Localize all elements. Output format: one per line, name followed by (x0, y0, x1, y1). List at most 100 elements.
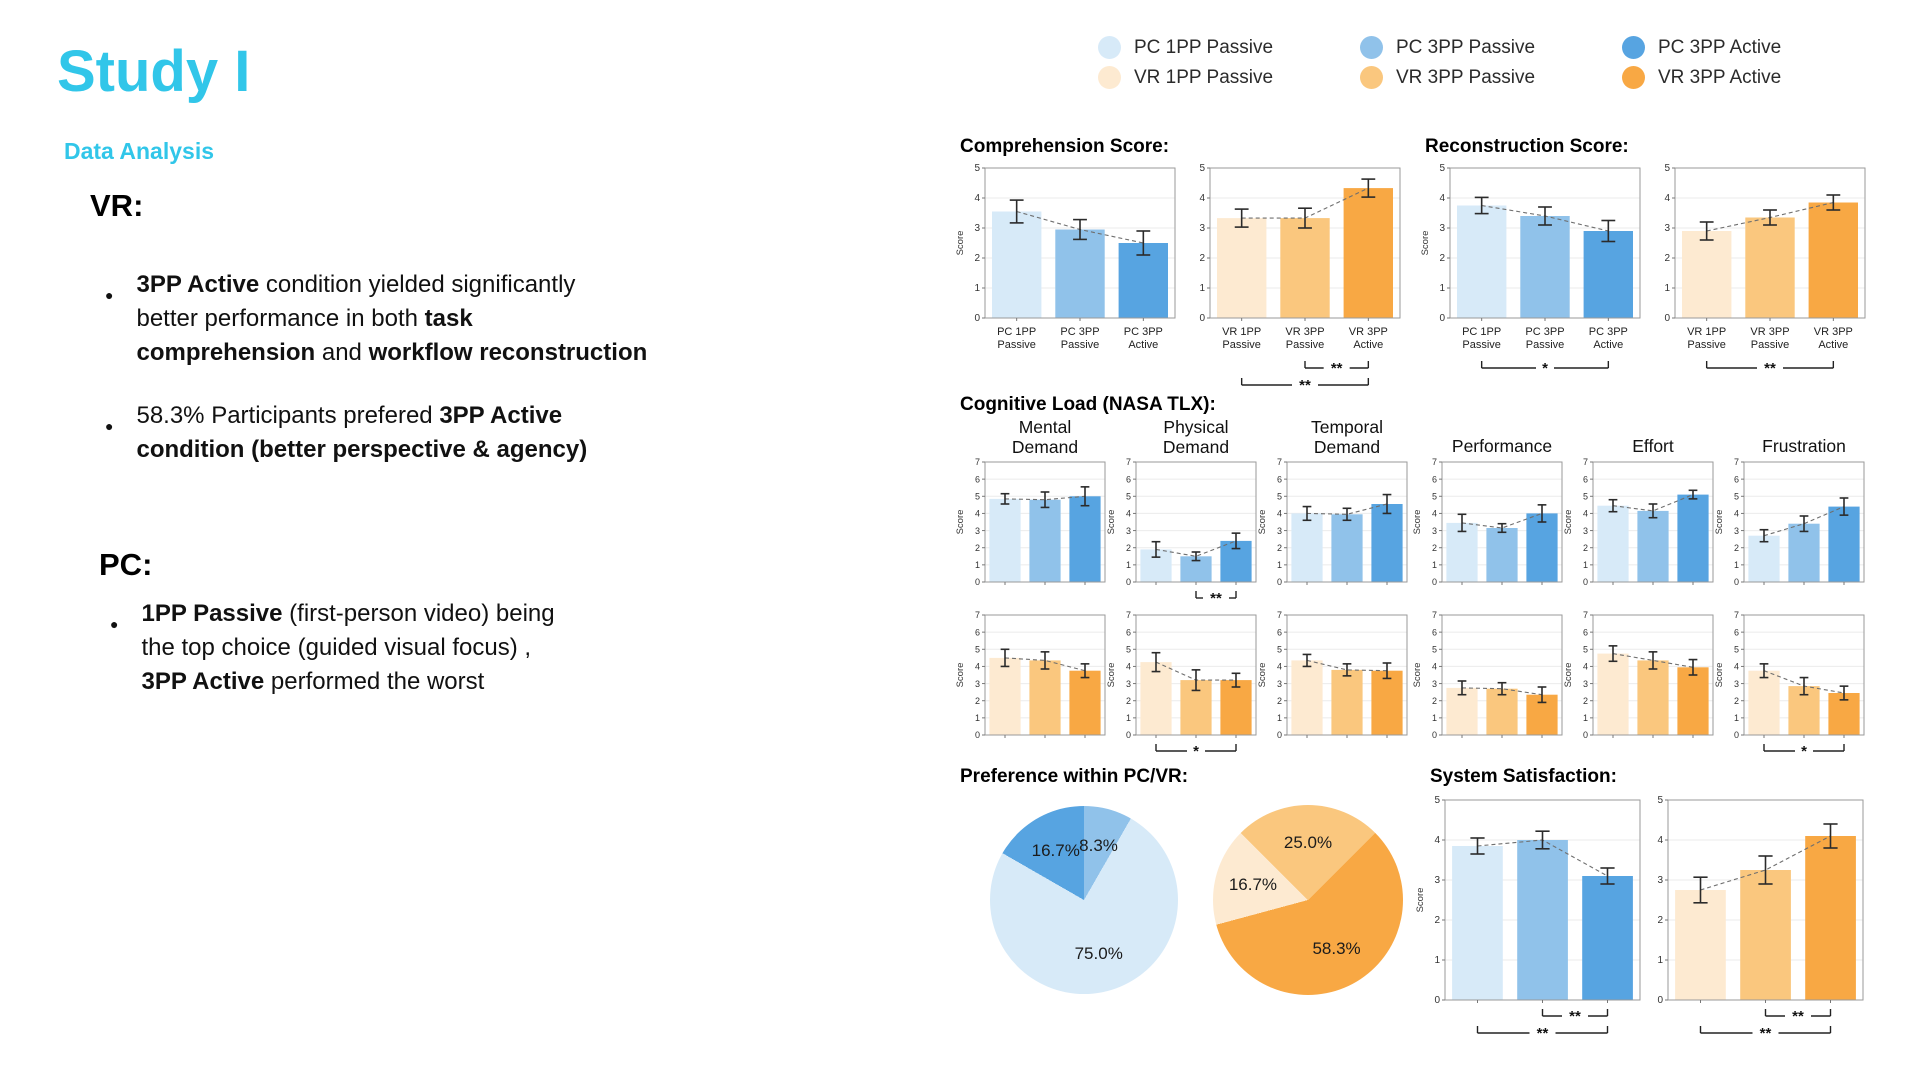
svg-text:2: 2 (1434, 915, 1440, 926)
svg-text:5: 5 (975, 645, 980, 655)
svg-text:0: 0 (1583, 577, 1588, 587)
chart-comprehension-vr: 0 1 2 3 4 5 VR 1PP Passive VR 3PP Passive VR 3PP Ac… (1180, 160, 1406, 399)
bullet-marker-icon: ● (105, 287, 114, 303)
svg-text:0: 0 (1734, 730, 1739, 740)
tlx-header-effort: Effort (1632, 436, 1674, 456)
bar (1029, 660, 1061, 735)
svg-text:7: 7 (1734, 457, 1739, 467)
legend-item: VR 3PP Active (1622, 66, 1884, 89)
bar (1055, 229, 1105, 318)
svg-text:2: 2 (1432, 696, 1437, 706)
svg-text:6: 6 (1432, 627, 1437, 637)
svg-text:VR 3PP: VR 3PP (1349, 326, 1388, 338)
bar (1808, 202, 1858, 318)
svg-text:4: 4 (1199, 193, 1205, 204)
legend-item: PC 3PP Passive (1360, 36, 1622, 59)
chart-tlx-vr-mental: 0 1 2 3 4 5 6 7 Score (955, 607, 1111, 754)
svg-text:1: 1 (1734, 713, 1739, 723)
svg-text:6: 6 (1126, 474, 1131, 484)
bar (1069, 670, 1101, 735)
svg-text:Score: Score (955, 663, 966, 688)
svg-text:4: 4 (1277, 509, 1282, 519)
svg-text:5: 5 (1583, 492, 1588, 502)
svg-text:Score: Score (1257, 510, 1268, 535)
bar-chart-svg: 0 1 2 3 4 5 6 7 Score (1563, 457, 1714, 587)
svg-text:2: 2 (1734, 696, 1739, 706)
bar (1331, 514, 1363, 582)
svg-text:PC 3PP: PC 3PP (1525, 326, 1564, 338)
svg-text:*: * (1193, 743, 1199, 760)
chart-reconstruction-pc: 0 1 2 3 4 5 Score PC 1PP Passive PC 3PP Passive PC … (1420, 160, 1646, 382)
svg-text:4: 4 (1664, 193, 1670, 204)
bar-chart-svg: 0 1 2 3 4 5 6 7 Score ** (1106, 457, 1257, 607)
svg-text:3: 3 (975, 679, 980, 689)
svg-text:7: 7 (1583, 457, 1588, 467)
legend-swatch-icon (1360, 36, 1383, 59)
bar (1677, 667, 1709, 735)
vr-section-heading: VR: (90, 188, 144, 223)
svg-text:2: 2 (1439, 253, 1445, 264)
svg-text:1: 1 (1126, 560, 1131, 570)
bar (1371, 504, 1403, 582)
legend-item: PC 1PP Passive (1098, 36, 1360, 59)
svg-text:**: ** (1792, 1008, 1804, 1025)
svg-text:PC 1PP: PC 1PP (1462, 326, 1501, 338)
chart-satisfaction-vr: 0 1 2 3 4 5 ** ** (1638, 792, 1869, 1053)
page-title: Study I (57, 39, 251, 104)
svg-text:2: 2 (974, 253, 980, 264)
bar (1457, 205, 1507, 318)
svg-text:*: * (1801, 743, 1807, 760)
svg-text:4: 4 (1734, 662, 1739, 672)
svg-text:Passive: Passive (1751, 339, 1790, 351)
svg-text:VR 1PP: VR 1PP (1687, 326, 1726, 338)
svg-text:2: 2 (975, 696, 980, 706)
svg-text:0: 0 (1277, 730, 1282, 740)
svg-text:7: 7 (975, 610, 980, 620)
bar (1526, 513, 1558, 582)
bar (1486, 688, 1518, 735)
bar (1217, 218, 1267, 318)
svg-text:0: 0 (1126, 730, 1131, 740)
pc-bullet-1: ● 1PP Passive (first-person video) being… (110, 597, 710, 699)
svg-text:4: 4 (1434, 835, 1440, 846)
bar-chart-svg: 0 1 2 3 4 5 Score ** ** (1415, 795, 1641, 1042)
legend-item: PC 3PP Active (1622, 36, 1884, 59)
chart-reconstruction-vr: 0 1 2 3 4 5 VR 1PP Passive VR 3PP Passive VR 3PP Ac… (1645, 160, 1871, 382)
svg-text:7: 7 (1583, 610, 1588, 620)
svg-text:5: 5 (1126, 645, 1131, 655)
svg-text:7: 7 (1126, 610, 1131, 620)
chart-tlx-pc-frustration: 0 1 2 3 4 5 6 7 Score (1714, 454, 1870, 601)
chart-tlx-vr-effort: 0 1 2 3 4 5 6 7 Score (1563, 607, 1719, 754)
bar (1597, 505, 1629, 582)
bar (1582, 876, 1633, 1000)
svg-text:PC 3PP: PC 3PP (1060, 326, 1099, 338)
svg-text:5: 5 (1434, 795, 1440, 806)
svg-text:6: 6 (1734, 474, 1739, 484)
svg-text:4: 4 (975, 662, 980, 672)
bar-chart-svg: 0 1 2 3 4 5 ** ** (1657, 795, 1864, 1042)
svg-text:1: 1 (1277, 713, 1282, 723)
bar (1517, 840, 1568, 1000)
bar (1675, 890, 1726, 1000)
svg-text:3: 3 (1126, 679, 1131, 689)
svg-text:Score: Score (955, 510, 966, 535)
chart-tlx-vr-physical: 0 1 2 3 4 5 6 7 Score * (1106, 607, 1262, 771)
bar-chart-svg: 0 1 2 3 4 5 6 7 Score (1563, 610, 1714, 740)
svg-text:1: 1 (974, 283, 980, 294)
svg-text:1: 1 (1583, 713, 1588, 723)
svg-text:Passive: Passive (1462, 339, 1501, 351)
pc-section-heading: PC: (99, 547, 153, 582)
chart-tlx-vr-temporal: 0 1 2 3 4 5 6 7 Score (1257, 607, 1413, 754)
svg-text:*: * (1542, 360, 1548, 377)
tlx-header-temporal-demand: Temporal Demand (1311, 417, 1383, 457)
svg-text:6: 6 (1277, 474, 1282, 484)
bar (989, 657, 1021, 735)
svg-text:**: ** (1299, 377, 1311, 394)
bar (1452, 846, 1503, 1000)
svg-text:7: 7 (1734, 610, 1739, 620)
svg-text:VR 3PP: VR 3PP (1750, 326, 1789, 338)
bar (1583, 231, 1633, 318)
svg-text:VR 3PP: VR 3PP (1814, 326, 1853, 338)
svg-text:5: 5 (975, 492, 980, 502)
